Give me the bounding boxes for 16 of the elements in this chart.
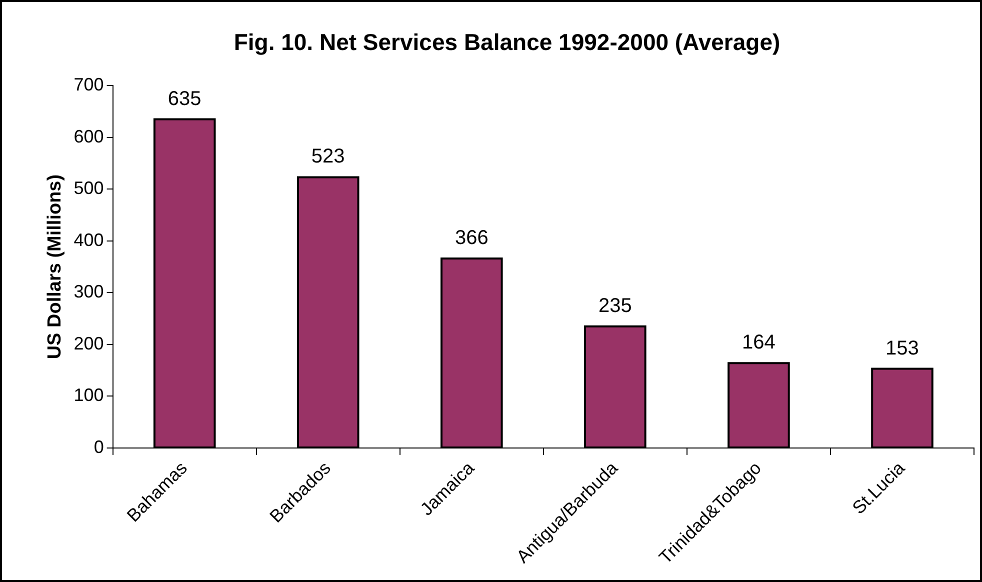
data-label: 235 bbox=[598, 294, 632, 317]
data-label: 164 bbox=[742, 332, 776, 354]
y-tick-label: 700 bbox=[74, 74, 104, 95]
data-label: 153 bbox=[886, 337, 919, 360]
y-tick-label: 500 bbox=[74, 178, 104, 198]
chart-title: Fig. 10. Net Services Balance 1992-2000 (Average) bbox=[234, 29, 780, 56]
data-label: 366 bbox=[454, 227, 488, 250]
y-tick-label: 300 bbox=[74, 282, 104, 302]
y-tick-label: 400 bbox=[74, 230, 104, 250]
y-tick-label: 600 bbox=[74, 126, 104, 146]
data-label: 523 bbox=[311, 146, 345, 168]
data-label: 635 bbox=[168, 88, 202, 110]
y-tick-label: 100 bbox=[74, 385, 104, 406]
y-axis-title: US Dollars (Millions) bbox=[44, 174, 66, 360]
y-tick-label: 200 bbox=[74, 333, 104, 354]
y-tick-label: 0 bbox=[94, 436, 104, 457]
